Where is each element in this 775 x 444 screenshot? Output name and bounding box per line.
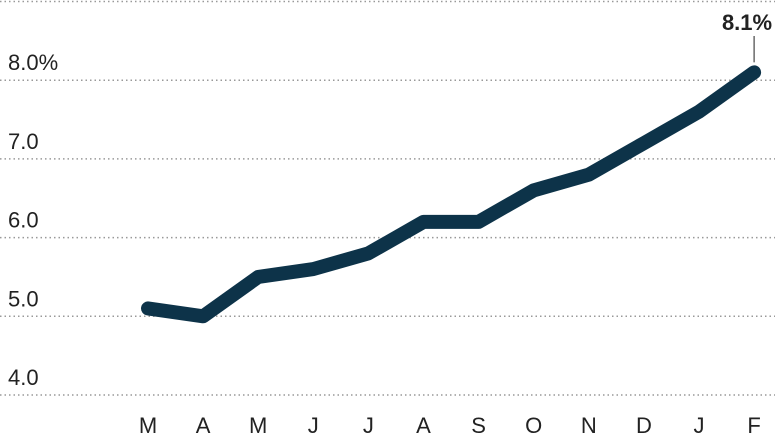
x-tick-label: O	[525, 413, 542, 438]
x-tick-label: J	[363, 413, 374, 438]
x-tick-label: J	[308, 413, 319, 438]
y-tick-label: 7.0	[8, 129, 39, 154]
x-tick-label: F	[747, 413, 760, 438]
x-tick-label: M	[249, 413, 267, 438]
x-tick-label: D	[636, 413, 652, 438]
data-line	[141, 65, 762, 324]
x-tick-label: A	[416, 413, 431, 438]
x-tick-label: M	[139, 413, 157, 438]
y-tick-label: 6.0	[8, 208, 39, 233]
y-tick-label: 4.0	[8, 365, 39, 390]
x-tick-label: J	[694, 413, 705, 438]
x-tick-label: S	[471, 413, 486, 438]
data-label: 8.1%	[722, 10, 772, 35]
x-tick-label: N	[581, 413, 597, 438]
y-tick-label: 8.0%	[8, 50, 58, 75]
x-tick-label: A	[196, 413, 211, 438]
y-tick-label: 5.0	[8, 286, 39, 311]
